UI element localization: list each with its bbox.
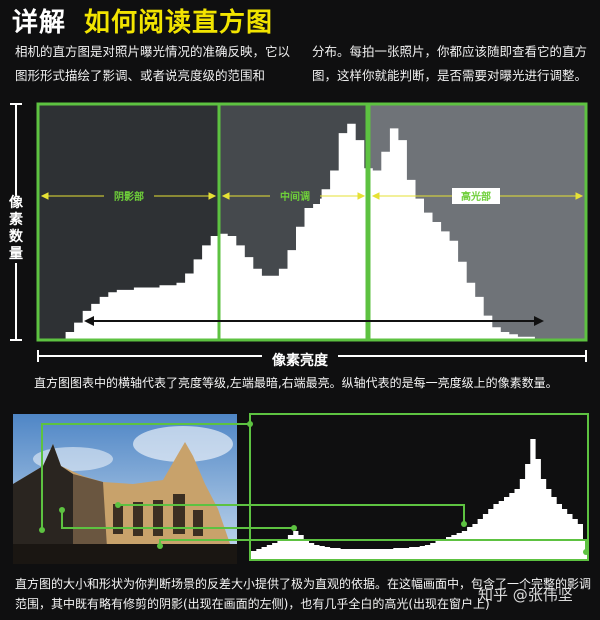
- photo-caption: 直方图的大小和形状为你判断场景的反差大小提供了极为直观的依据。在这幅画面中，包含…: [15, 577, 592, 611]
- cathedral-photo: [13, 414, 237, 564]
- x-axis-label: 像素亮度: [0, 350, 600, 370]
- photo-histogram-area: [251, 439, 587, 559]
- connector-midtone-1: [61, 510, 294, 529]
- page-title: 如何阅读直方图: [84, 8, 274, 38]
- title-prefix: 详解: [12, 8, 67, 38]
- chart-frame: [36, 102, 588, 342]
- watermark: 知乎 @张伟坚: [478, 586, 573, 604]
- highlight-zone-label: 高光部: [461, 190, 491, 203]
- connector-shadow: [41, 423, 250, 530]
- small-chart-frame: [249, 413, 589, 561]
- intro-text-right: 分布。每拍一张照片，你都应该随即查看它的直方图，这样你就能判断，是否需要对曝光进…: [312, 44, 588, 83]
- arrowhead: [40, 192, 584, 200]
- shadow-zone-label: 阴影部: [114, 190, 144, 203]
- chart-caption: 直方图图表中的横轴代表了亮度等级,左端最暗,右端最亮。纵轴代表的是每一亮度级上的…: [34, 376, 558, 390]
- histogram-area: [40, 123, 584, 339]
- y-axis-label: 像素数量: [4, 195, 28, 263]
- intro-text-left: 相机的直方图是对照片曝光情况的准确反映，它以图形形式描绘了影调、或者说亮度级的范…: [15, 44, 291, 83]
- connector-highlight: [118, 504, 465, 524]
- midtone-zone-label: 中间调: [280, 190, 310, 203]
